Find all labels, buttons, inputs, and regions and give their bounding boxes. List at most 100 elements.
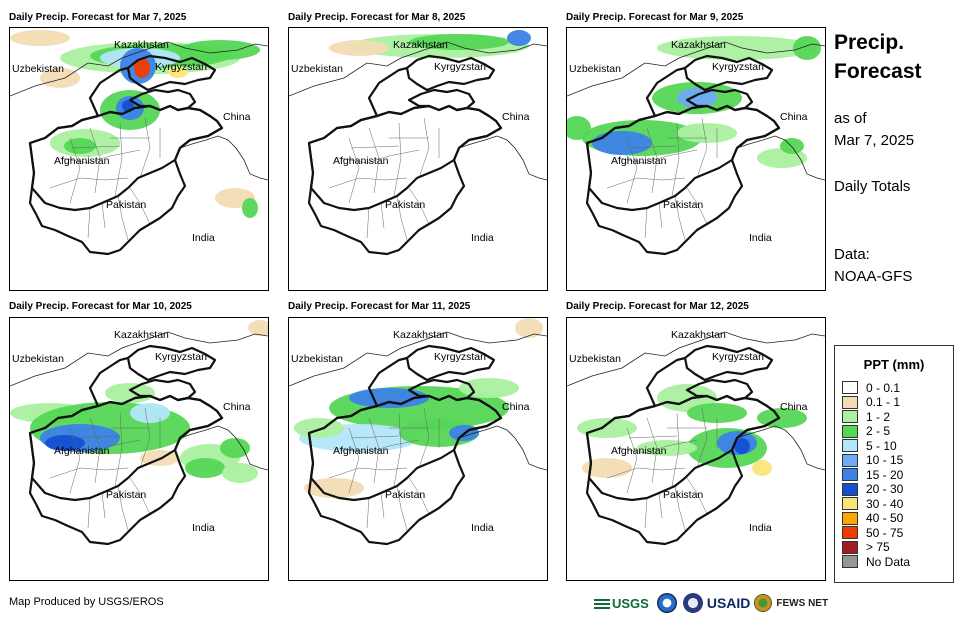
- legend-label: 40 - 50: [866, 511, 904, 525]
- country-border: [683, 344, 774, 382]
- label-kyrgyzstan: Kyrgyzstan: [434, 351, 486, 363]
- legend-label: No Data: [866, 554, 911, 569]
- precip-area: [130, 403, 170, 423]
- legend-swatch: [842, 410, 858, 423]
- border-line: [179, 425, 268, 471]
- legend-item: 40 - 50: [842, 511, 904, 525]
- province-lines: [606, 117, 718, 204]
- precip-area: [349, 388, 429, 408]
- label-china: China: [223, 401, 251, 413]
- label-india: India: [192, 522, 215, 534]
- country-border: [405, 344, 496, 382]
- precip-area: [168, 66, 188, 78]
- label-pakistan: Pakistan: [663, 199, 703, 211]
- legend-swatch: [842, 453, 858, 467]
- label-india: India: [749, 522, 772, 534]
- map-panel-2: Kazakhstan Uzbekistan Kyrgyzstan China Afgha…: [288, 27, 548, 291]
- country-border: [88, 66, 129, 117]
- precip-area: [657, 36, 817, 60]
- legend-item: 5 - 10: [842, 439, 897, 453]
- legend-label: > 75: [866, 540, 890, 554]
- precip-area: [242, 198, 258, 218]
- label-kyrgyzstan: Kyrgyzstan: [712, 61, 764, 73]
- precip-map: Kazakhstan Uzbekistan Kyrgyzstan China Afgha…: [10, 320, 268, 546]
- panel-title-2: Daily Precip. Forecast for Mar 8, 2025: [288, 12, 466, 23]
- country-border: [645, 66, 686, 117]
- legend-swatch: [842, 439, 858, 452]
- label-afghanistan: Afghanistan: [611, 445, 667, 457]
- precip-area: [294, 418, 344, 438]
- country-border: [405, 54, 496, 92]
- precip-area: [780, 138, 804, 154]
- country-border: [126, 54, 217, 92]
- legend-label: 30 - 40: [866, 496, 904, 511]
- country-border: [128, 378, 197, 402]
- border-line: [289, 41, 547, 97]
- precip-area: [40, 68, 80, 88]
- forecast-title: Precip. Forecast: [834, 31, 922, 83]
- country-border: [307, 394, 503, 502]
- country-border: [683, 54, 774, 92]
- province-lines: [644, 187, 708, 241]
- border-line: [458, 135, 547, 181]
- map-panel-6: Kazakhstan Uzbekistan Kyrgyzstan China Afgha…: [566, 317, 826, 581]
- precip-map: Kazakhstan Uzbekistan Kyrgyzstan China Afgha…: [10, 30, 268, 256]
- legend-label: 0 - 0.1: [866, 380, 901, 395]
- province-lines: [87, 477, 151, 531]
- country-border: [645, 356, 686, 407]
- label-uzbekistan: Uzbekistan: [569, 353, 621, 365]
- border-line: [10, 331, 268, 387]
- daily-totals-label: Daily Totals: [834, 178, 911, 195]
- province-lines: [328, 117, 440, 204]
- legend-item: 2 - 5: [842, 424, 890, 438]
- precip-area: [592, 131, 652, 155]
- country-border: [307, 104, 503, 212]
- precip-area: [180, 40, 260, 60]
- precip-area: [220, 438, 250, 458]
- country-border: [28, 104, 224, 212]
- precip-map: Kazakhstan Uzbekistan Kyrgyzstan China Afgha…: [289, 30, 547, 256]
- province-lines: [366, 187, 430, 241]
- precip-area: [409, 34, 509, 50]
- panel-title-3: Daily Precip. Forecast for Mar 9, 2025: [566, 12, 744, 23]
- label-kazakhstan: Kazakhstan: [671, 329, 726, 341]
- map-credit: Map Produced by USGS/EROS: [9, 596, 164, 608]
- country-border: [88, 356, 129, 407]
- label-uzbekistan: Uzbekistan: [12, 353, 64, 365]
- country-border: [585, 104, 781, 212]
- precip-area: [577, 418, 637, 438]
- precip-area: [734, 438, 750, 454]
- label-kazakhstan: Kazakhstan: [114, 329, 169, 341]
- border-line: [10, 41, 268, 97]
- precip-area: [222, 463, 258, 483]
- label-uzbekistan: Uzbekistan: [12, 63, 64, 75]
- legend-label: 50 - 75: [866, 525, 904, 540]
- legend-item: 50 - 75: [842, 525, 904, 540]
- precip-area: [185, 458, 225, 478]
- label-uzbekistan: Uzbekistan: [291, 63, 343, 75]
- legend-label: 1 - 2: [866, 409, 891, 424]
- label-uzbekistan: Uzbekistan: [291, 353, 343, 365]
- legend-item: 10 - 15: [842, 453, 903, 467]
- label-china: China: [502, 401, 530, 413]
- legend-item: 20 - 30: [842, 482, 903, 496]
- precip-map: Kazakhstan Uzbekistan Kyrgyzstan China Afgha…: [567, 36, 825, 256]
- noaa-logo: [656, 593, 677, 613]
- label-china: China: [780, 401, 808, 413]
- label-pakistan: Pakistan: [663, 489, 703, 501]
- border-line: [458, 425, 547, 471]
- legend-swatch: [842, 424, 858, 438]
- usgs-logo: USGS: [594, 596, 649, 611]
- country-border: [407, 88, 476, 112]
- country-border: [28, 394, 224, 502]
- precip-area: [248, 320, 268, 336]
- border-line: [736, 425, 825, 471]
- precip-area: [677, 88, 717, 108]
- precip-area: [793, 36, 821, 60]
- label-kyrgyzstan: Kyrgyzstan: [712, 351, 764, 363]
- label-china: China: [223, 111, 251, 123]
- precip-map: Kazakhstan Uzbekistan Kyrgyzstan China Afgha…: [567, 329, 825, 546]
- label-india: India: [471, 232, 494, 244]
- dos-seal-logo: [682, 593, 703, 613]
